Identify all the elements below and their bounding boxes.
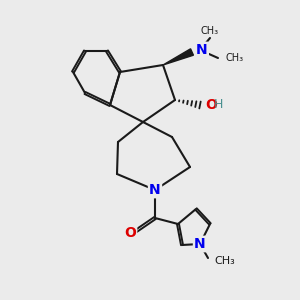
Polygon shape	[163, 49, 194, 65]
Text: H: H	[214, 98, 224, 110]
Text: O: O	[124, 226, 136, 240]
Text: N: N	[194, 237, 206, 251]
Text: N: N	[149, 183, 161, 197]
Text: N: N	[196, 43, 208, 57]
Text: O: O	[205, 98, 217, 112]
Text: CH₃: CH₃	[226, 53, 244, 63]
Text: CH₃: CH₃	[214, 256, 235, 266]
Text: CH₃: CH₃	[201, 26, 219, 36]
